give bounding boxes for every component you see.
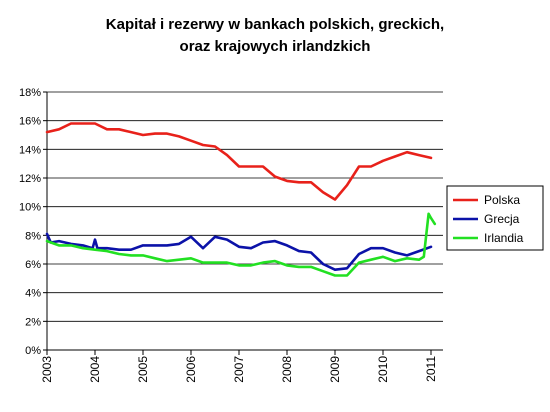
x-tick-label: 2007: [232, 356, 246, 383]
x-tick-label: 2008: [280, 356, 294, 383]
x-tick-label: 2005: [136, 356, 150, 383]
chart-title-line-1: Kapitał i rezerwy w bankach polskich, gr…: [105, 16, 445, 33]
y-tick-label: 10%: [19, 202, 41, 214]
x-tick-label: 2010: [376, 356, 390, 383]
legend-label-grecja: Grecja: [484, 212, 520, 226]
legend-label-irlandia: Irlandia: [484, 231, 524, 245]
y-tick-label: 18%: [19, 87, 41, 99]
y-tick-label: 8%: [25, 230, 41, 242]
x-tick-label: 2011: [424, 356, 438, 382]
series-lines: [45, 122, 437, 277]
x-tick-label: 2003: [40, 356, 54, 383]
y-tick-label: 2%: [25, 316, 41, 328]
y-tick-label: 16%: [19, 116, 41, 128]
x-tick-label: 2004: [88, 356, 102, 383]
y-tick-label: 0%: [25, 345, 41, 357]
axes: 0% 2% 4% 6% 8% 10% 12% 14% 16% 18% 2003 2004 2005 200…: [19, 87, 443, 383]
x-tick-label: 2009: [328, 356, 342, 383]
series-line-irlandia: [45, 212, 437, 277]
y-tick-label: 12%: [19, 173, 41, 185]
x-tick-label: 2006: [184, 356, 198, 383]
gridlines: [47, 91, 443, 322]
y-tick-label: 6%: [25, 259, 41, 271]
series-line-grecja: [45, 232, 433, 272]
series-line-polska: [45, 122, 433, 201]
y-tick-label: 4%: [25, 288, 41, 300]
legend: Polska Grecja Irlandia: [446, 185, 544, 251]
legend-label-polska: Polska: [484, 193, 520, 207]
chart-title-line-2: oraz krajowych irlandzkich: [179, 38, 371, 55]
y-tick-label: 14%: [19, 144, 41, 156]
